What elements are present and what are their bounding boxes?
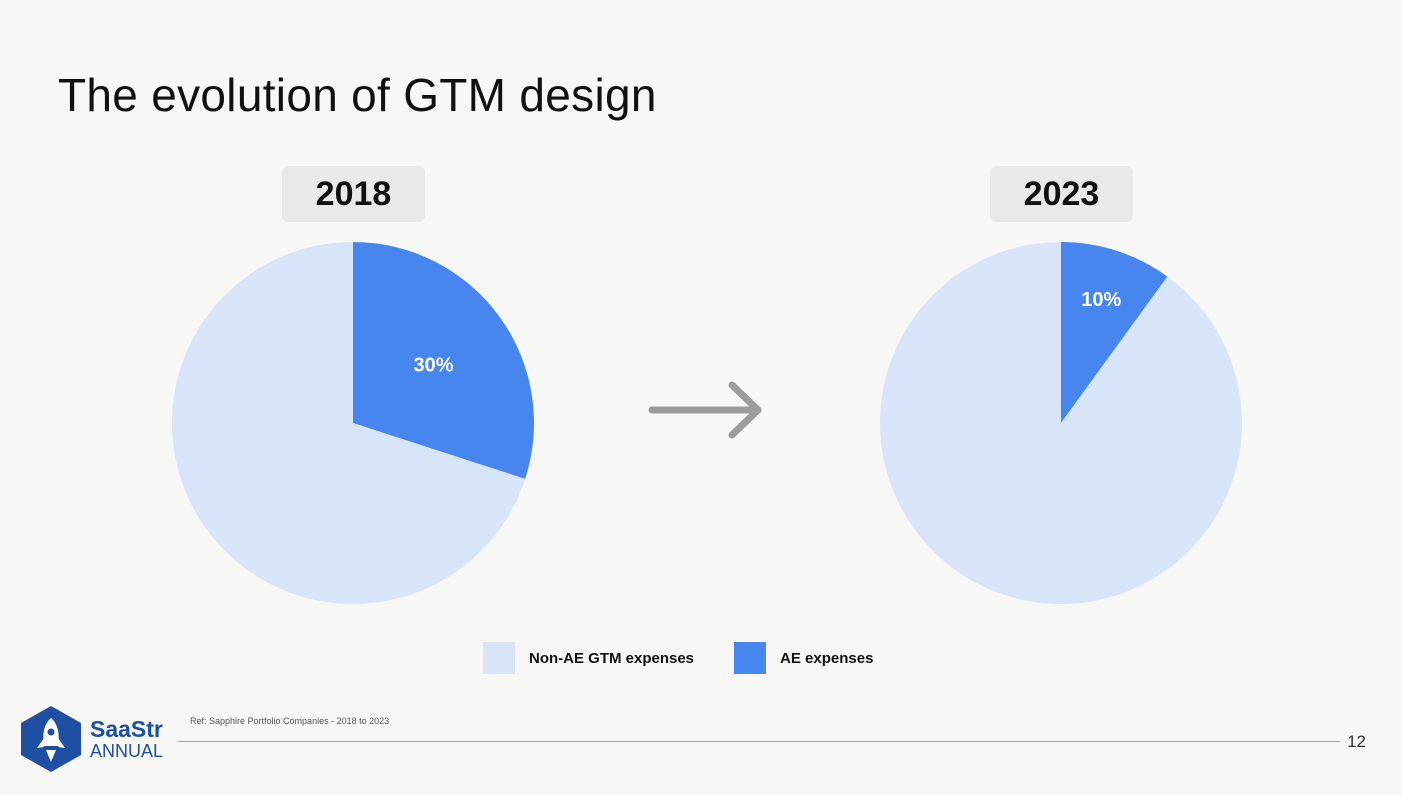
legend-label-ae: AE expenses bbox=[780, 649, 874, 667]
footer-divider bbox=[178, 741, 1340, 742]
page-number: 12 bbox=[1347, 732, 1366, 751]
pie-slice-label-ae: 10% bbox=[1081, 289, 1121, 311]
pie-slice-ae bbox=[1061, 242, 1168, 423]
logo-subtitle: ANNUAL bbox=[90, 741, 164, 761]
saastr-logo: SaaStr ANNUAL bbox=[18, 704, 163, 774]
pie-chart-2023: 10% bbox=[880, 242, 1242, 604]
pie-slice-ae bbox=[353, 242, 534, 479]
pie-slice-non-ae bbox=[880, 242, 1242, 604]
pie-slice-non-ae bbox=[172, 242, 526, 604]
legend-item-ae: AE expenses bbox=[734, 642, 873, 674]
arrow-right-icon bbox=[648, 381, 762, 439]
logo-name: SaaStr bbox=[90, 716, 163, 742]
legend-label-non-ae: Non-AE GTM expenses bbox=[529, 649, 695, 667]
pie-2023-title: 2023 bbox=[990, 166, 1133, 222]
pie-slice-label-ae: 30% bbox=[414, 354, 454, 376]
pie-2018-title: 2018 bbox=[282, 166, 425, 222]
reference-note: Ref: Sapphire Portfolio Companies - 2018… bbox=[190, 716, 390, 726]
legend-item-non-ae: Non-AE GTM expenses bbox=[483, 642, 694, 674]
rocket-icon bbox=[21, 706, 81, 772]
pie-chart-2018: 30% bbox=[172, 242, 534, 604]
legend: Non-AE GTM expenses AE expenses bbox=[483, 642, 913, 674]
slide-title: The evolution of GTM design bbox=[58, 69, 657, 121]
legend-swatch-non-ae bbox=[483, 642, 515, 674]
legend-swatch-ae bbox=[734, 642, 767, 674]
